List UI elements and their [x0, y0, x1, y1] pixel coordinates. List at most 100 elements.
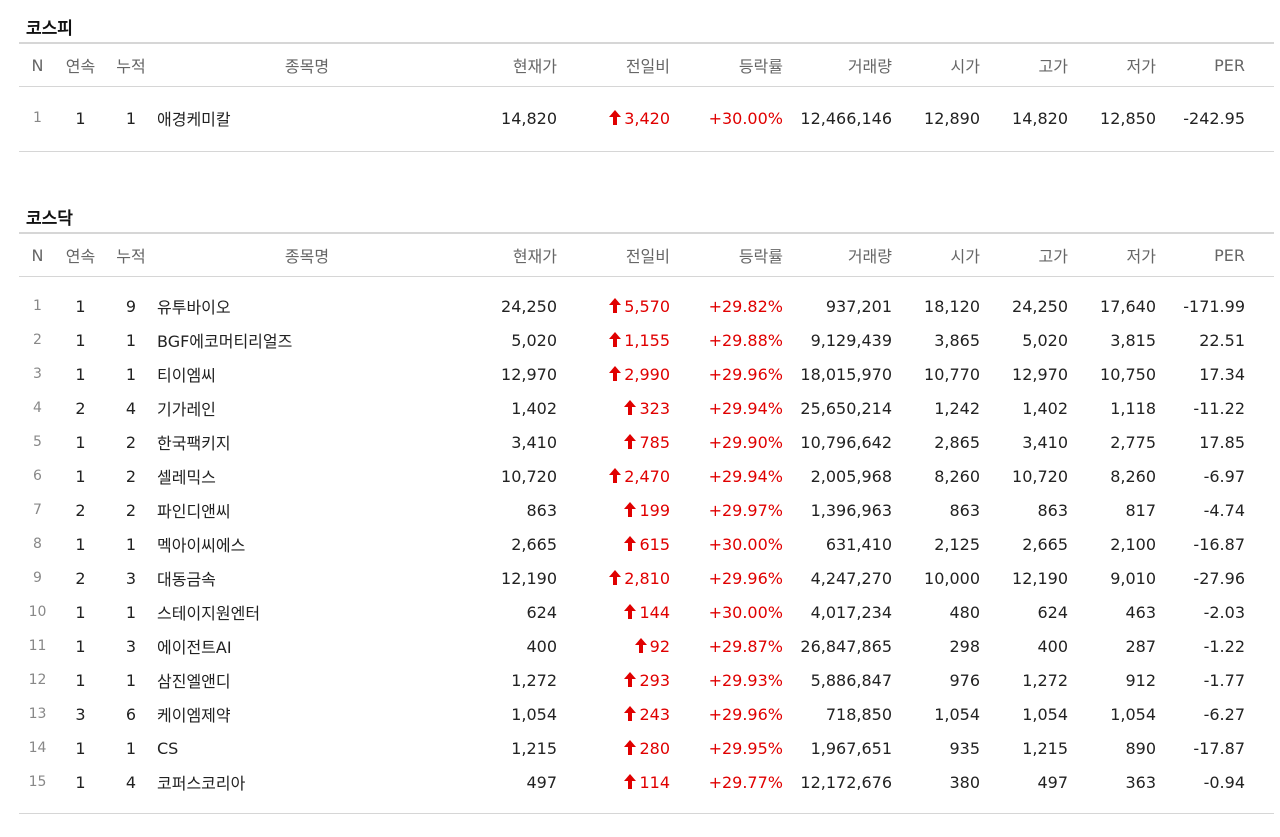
table-row[interactable]: 15 1 4 코퍼스코리아 497 114 +29.77% 12,172,676 380 497 3…: [19, 765, 1274, 799]
change-amount: 280: [639, 738, 670, 758]
col-header-high[interactable]: 고가: [980, 42, 1068, 87]
current-price: 14,820: [501, 108, 557, 128]
stock-name-link[interactable]: BGF에코머티리얼즈: [157, 332, 293, 351]
per-value: -1.22: [1203, 636, 1245, 656]
rank-number: 14: [28, 740, 47, 756]
change-rate: +29.95%: [708, 738, 783, 758]
row-pad: [1245, 595, 1274, 629]
col-header-open[interactable]: 시가: [892, 42, 980, 87]
stock-name-link[interactable]: 유투바이오: [157, 298, 231, 317]
current-price: 624: [526, 602, 557, 622]
trade-volume: 2,005,968: [810, 466, 892, 486]
rank-number: 7: [33, 502, 42, 518]
col-header-price[interactable]: 현재가: [457, 232, 557, 277]
col-header-cumulative[interactable]: 누적: [105, 42, 157, 87]
col-header-per[interactable]: PER: [1156, 232, 1245, 277]
table-row[interactable]: 12 1 1 삼진엘앤디 1,272 293 +29.93% 5,886,847 976 1,27…: [19, 663, 1274, 697]
stock-name-link[interactable]: 삼진엘앤디: [157, 672, 231, 691]
up-arrow-icon: [624, 433, 637, 449]
open-price: 10,770: [924, 364, 980, 384]
stock-name-link[interactable]: 스테이지원엔터: [157, 604, 261, 623]
table-row[interactable]: 6 1 2 셀레믹스 10,720 2,470 +29.94% 2,005,968 8,260 1…: [19, 459, 1274, 493]
consecutive-days: 1: [75, 108, 86, 128]
change-value: 3,420: [557, 99, 670, 137]
per-value: 17.34: [1199, 364, 1245, 384]
col-header-low[interactable]: 저가: [1068, 232, 1156, 277]
table-row[interactable]: 13 3 6 케이엠제약 1,054 243 +29.96% 718,850 1,054 1,05…: [19, 697, 1274, 731]
col-header-consecutive[interactable]: 연속: [56, 42, 105, 87]
stock-name-link[interactable]: 에이전트AI: [157, 638, 232, 657]
high-price: 497: [1037, 772, 1068, 792]
rank-number: 2: [33, 332, 42, 348]
col-header-rate[interactable]: 등락률: [670, 232, 783, 277]
table-row[interactable]: 9 2 3 대동금속 12,190 2,810 +29.96% 4,247,270 10,000…: [19, 561, 1274, 595]
change-rate: +29.82%: [708, 296, 783, 316]
col-header-n[interactable]: N: [19, 42, 56, 87]
stock-name-link[interactable]: CS: [157, 738, 179, 758]
stock-name-link[interactable]: 한국팩키지: [157, 434, 231, 453]
up-arrow-icon: [609, 365, 622, 381]
col-header-n[interactable]: N: [19, 232, 56, 277]
rank-number: 11: [28, 638, 47, 654]
current-price: 3,410: [511, 432, 557, 452]
col-header-consecutive[interactable]: 연속: [56, 232, 105, 277]
low-price: 912: [1125, 670, 1156, 690]
col-header-volume[interactable]: 거래량: [783, 42, 892, 87]
col-header-rate[interactable]: 등락률: [670, 42, 783, 87]
table-row[interactable]: 5 1 2 한국팩키지 3,410 785 +29.90% 10,796,642 2,865 3,…: [19, 425, 1274, 459]
consecutive-days: 1: [75, 636, 86, 656]
stock-name-link[interactable]: 애경케미칼: [157, 110, 231, 129]
stock-name-link[interactable]: 코퍼스코리아: [157, 774, 246, 793]
stock-name-link[interactable]: 기가레인: [157, 400, 216, 419]
cumulative-count: 1: [125, 670, 137, 690]
col-header-volume[interactable]: 거래량: [783, 232, 892, 277]
current-price: 1,215: [511, 738, 557, 758]
col-header-pad: [1245, 232, 1274, 277]
col-header-change[interactable]: 전일비: [557, 42, 670, 87]
change-amount: 114: [639, 772, 670, 792]
current-price: 10,720: [501, 466, 557, 486]
col-header-cumulative[interactable]: 누적: [105, 232, 157, 277]
col-header-open[interactable]: 시가: [892, 232, 980, 277]
change-value: 615: [557, 527, 670, 561]
table-row[interactable]: 7 2 2 파인디앤씨 863 199 +29.97% 1,396,963 863 863 817 -…: [19, 493, 1274, 527]
stock-name-link[interactable]: 케이엠제약: [157, 706, 231, 725]
table-row[interactable]: 11 1 3 에이전트AI 400 92 +29.87% 26,847,865 298 400 28…: [19, 629, 1274, 663]
stock-name-link[interactable]: 셀레믹스: [157, 468, 216, 487]
row-pad: [1245, 527, 1274, 561]
stock-name-link[interactable]: 파인디앤씨: [157, 502, 231, 521]
open-price: 298: [949, 636, 980, 656]
change-value: 293: [557, 663, 670, 697]
change-value: 199: [557, 493, 670, 527]
current-price: 400: [526, 636, 557, 656]
table-row[interactable]: 14 1 1 CS 1,215 280 +29.95% 1,967,651 935 1,215 89…: [19, 731, 1274, 765]
stock-name-link[interactable]: 멕아이씨에스: [157, 536, 246, 555]
col-header-change[interactable]: 전일비: [557, 232, 670, 277]
col-header-name[interactable]: 종목명: [157, 232, 457, 277]
col-header-per[interactable]: PER: [1156, 42, 1245, 87]
rank-number: 9: [33, 570, 42, 586]
table-row[interactable]: 10 1 1 스테이지원엔터 624 144 +30.00% 4,017,234 480 624 4…: [19, 595, 1274, 629]
row-pad: [1245, 357, 1274, 391]
col-header-high[interactable]: 고가: [980, 232, 1068, 277]
open-price: 10,000: [924, 568, 980, 588]
table-row[interactable]: 2 1 1 BGF에코머티리얼즈 5,020 1,155 +29.88% 9,129,439 3…: [19, 323, 1274, 357]
cumulative-count: 6: [125, 704, 137, 724]
table-row[interactable]: 4 2 4 기가레인 1,402 323 +29.94% 25,650,214 1,242 1,4…: [19, 391, 1274, 425]
consecutive-days: 1: [75, 670, 86, 690]
table-row[interactable]: 8 1 1 멕아이씨에스 2,665 615 +30.00% 631,410 2,125 2,66…: [19, 527, 1274, 561]
col-header-low[interactable]: 저가: [1068, 42, 1156, 87]
high-price: 12,190: [1012, 568, 1068, 588]
table-row[interactable]: 3 1 1 티이엠씨 12,970 2,990 +29.96% 18,015,970 10,77…: [19, 357, 1274, 391]
trade-volume: 26,847,865: [800, 636, 892, 656]
rank-number: 4: [33, 400, 42, 416]
cumulative-count: 2: [125, 500, 137, 520]
col-header-name[interactable]: 종목명: [157, 42, 457, 87]
stock-name-link[interactable]: 티이엠씨: [157, 366, 216, 385]
change-amount: 3,420: [624, 108, 670, 128]
current-price: 1,402: [511, 398, 557, 418]
table-row[interactable]: 1 1 1 애경케미칼 14,820 3,420 +30.00% 12,466,146 12,8…: [19, 99, 1274, 137]
col-header-price[interactable]: 현재가: [457, 42, 557, 87]
stock-name-link[interactable]: 대동금속: [157, 570, 216, 589]
table-row[interactable]: 1 1 9 유투바이오 24,250 5,570 +29.82% 937,201 18,120 2…: [19, 289, 1274, 323]
